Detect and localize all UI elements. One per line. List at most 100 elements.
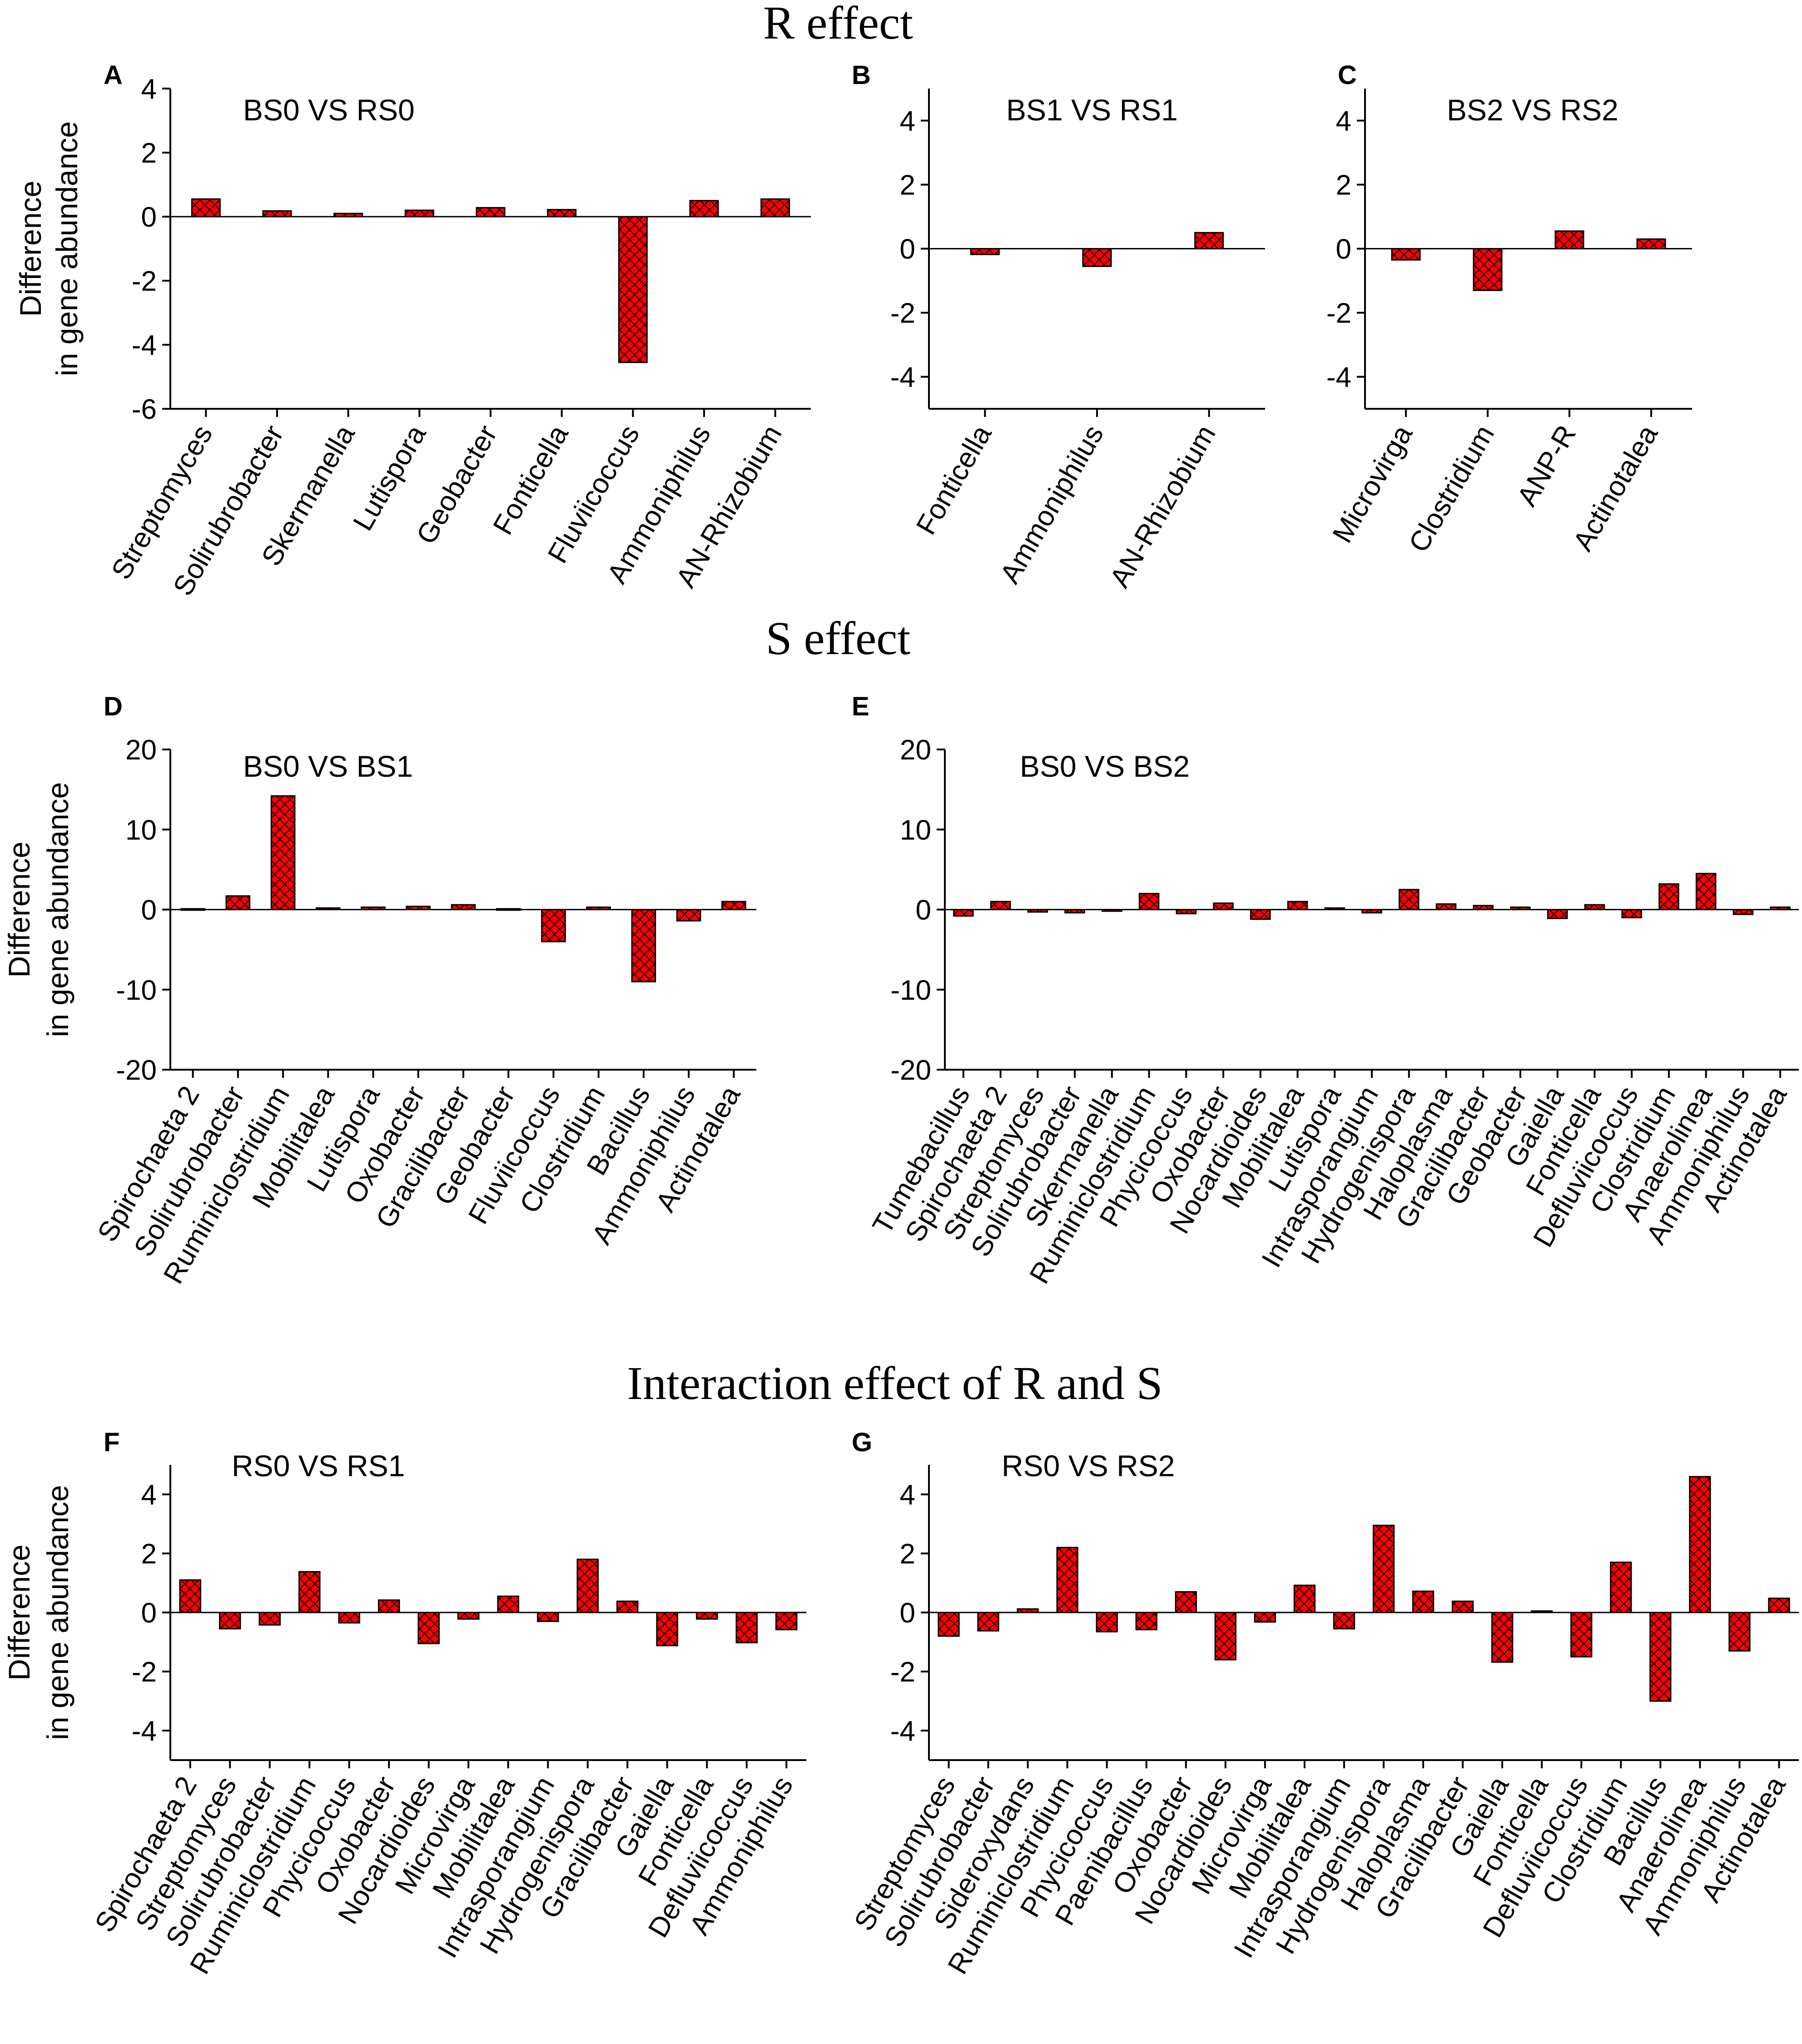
panel-title: BS0 VS BS1 — [243, 749, 413, 783]
bar — [262, 210, 292, 218]
bar — [1102, 909, 1122, 912]
bar — [1473, 905, 1494, 910]
bar — [1056, 1547, 1078, 1613]
y-tick-label: 4 — [900, 106, 915, 137]
bar — [631, 909, 656, 982]
bar — [1584, 904, 1605, 911]
panel-title: BS0 VS RS0 — [243, 93, 415, 127]
bar — [497, 1595, 519, 1613]
y-tick-label: -2 — [132, 266, 157, 297]
y-tick-label: -2 — [132, 1657, 157, 1688]
bar — [298, 1571, 321, 1613]
category-label: Fonticella — [910, 420, 998, 540]
section-title-s-effect: S effect — [766, 612, 911, 665]
bar — [616, 1600, 639, 1613]
y-tick-label: -10 — [116, 975, 157, 1006]
bar — [775, 1612, 798, 1631]
bar — [1649, 1612, 1672, 1702]
bar — [496, 908, 521, 911]
bar — [977, 1612, 999, 1632]
bar — [1176, 909, 1197, 914]
bar — [270, 795, 296, 910]
category-label: Ammoniphilus — [994, 420, 1110, 589]
bar — [953, 909, 974, 917]
y-tick-label: 0 — [916, 895, 931, 926]
bar — [404, 209, 434, 218]
panel-letter: E — [852, 692, 869, 721]
bar — [225, 895, 251, 910]
bar — [1293, 1584, 1316, 1613]
y-axis-label: in gene abundance — [50, 121, 84, 377]
y-tick-label: 2 — [900, 1538, 915, 1570]
bar — [586, 906, 611, 911]
bar — [1017, 1608, 1039, 1613]
panel-title: RS0 VS RS2 — [1002, 1449, 1175, 1483]
bar — [689, 200, 719, 218]
bar — [970, 248, 1000, 255]
bar — [1435, 903, 1457, 910]
y-tick-label: 10 — [900, 814, 931, 846]
bar — [1412, 1590, 1435, 1613]
category-label: Clostridium — [1403, 420, 1500, 558]
bar — [1658, 883, 1679, 910]
y-tick-label: 0 — [900, 234, 915, 265]
bar — [1391, 248, 1421, 261]
category-label: ANP-R — [1511, 420, 1582, 512]
bar — [1064, 909, 1085, 914]
y-tick-label: 4 — [900, 1479, 915, 1511]
panel-title: BS0 VS BS2 — [1020, 749, 1190, 783]
bar — [1254, 1612, 1276, 1623]
bar — [417, 1612, 440, 1644]
bar — [1138, 893, 1160, 910]
y-tick-label: 2 — [1336, 170, 1351, 201]
y-tick-label: 20 — [900, 734, 931, 766]
panel-title: BS1 VS RS1 — [1006, 93, 1178, 127]
bar — [1531, 1610, 1553, 1613]
y-tick-label: -2 — [1326, 298, 1351, 329]
y-tick-label: -2 — [890, 298, 915, 329]
category-label: Actinotalea — [1567, 420, 1664, 556]
bar — [1213, 902, 1234, 911]
bar — [618, 216, 648, 363]
panel-letter: F — [104, 1428, 119, 1457]
y-tick-label: 2 — [900, 170, 915, 201]
bar — [1372, 1524, 1395, 1613]
bar — [1621, 909, 1642, 918]
bar — [1728, 1612, 1751, 1652]
y-tick-label: -4 — [132, 1716, 157, 1747]
bar — [1554, 230, 1584, 250]
bar — [938, 1612, 960, 1637]
bar — [696, 1612, 718, 1620]
y-tick-label: 0 — [1336, 234, 1351, 265]
y-tick-label: 10 — [125, 814, 157, 846]
bar — [1636, 238, 1666, 249]
bar — [1610, 1562, 1632, 1613]
y-tick-label: -20 — [116, 1055, 157, 1086]
y-axis-label: in gene abundance — [41, 782, 74, 1037]
bar — [179, 1579, 201, 1613]
y-tick-label: -4 — [1326, 362, 1351, 393]
bar — [656, 1612, 678, 1647]
bar — [537, 1612, 559, 1622]
y-tick-label: -4 — [890, 362, 915, 393]
bar — [316, 907, 341, 910]
bar — [1324, 907, 1345, 910]
bar — [1768, 1597, 1790, 1613]
y-tick-label: 4 — [141, 74, 157, 105]
category-label: AN-Rhizobium — [1104, 420, 1222, 593]
y-tick-label: -20 — [890, 1055, 931, 1086]
section-title-interaction-effect: Interaction effect of R and S — [627, 1357, 1162, 1409]
bar — [1570, 1612, 1593, 1657]
y-tick-label: 2 — [141, 138, 157, 169]
bar — [676, 909, 701, 922]
y-axis-label: Difference — [2, 1544, 36, 1681]
bar — [1194, 232, 1224, 249]
category-label: Microvirga — [1326, 420, 1419, 548]
bar — [541, 909, 566, 943]
panel-letter: A — [104, 60, 123, 90]
bar — [1398, 888, 1420, 910]
y-tick-label: 2 — [141, 1538, 157, 1570]
